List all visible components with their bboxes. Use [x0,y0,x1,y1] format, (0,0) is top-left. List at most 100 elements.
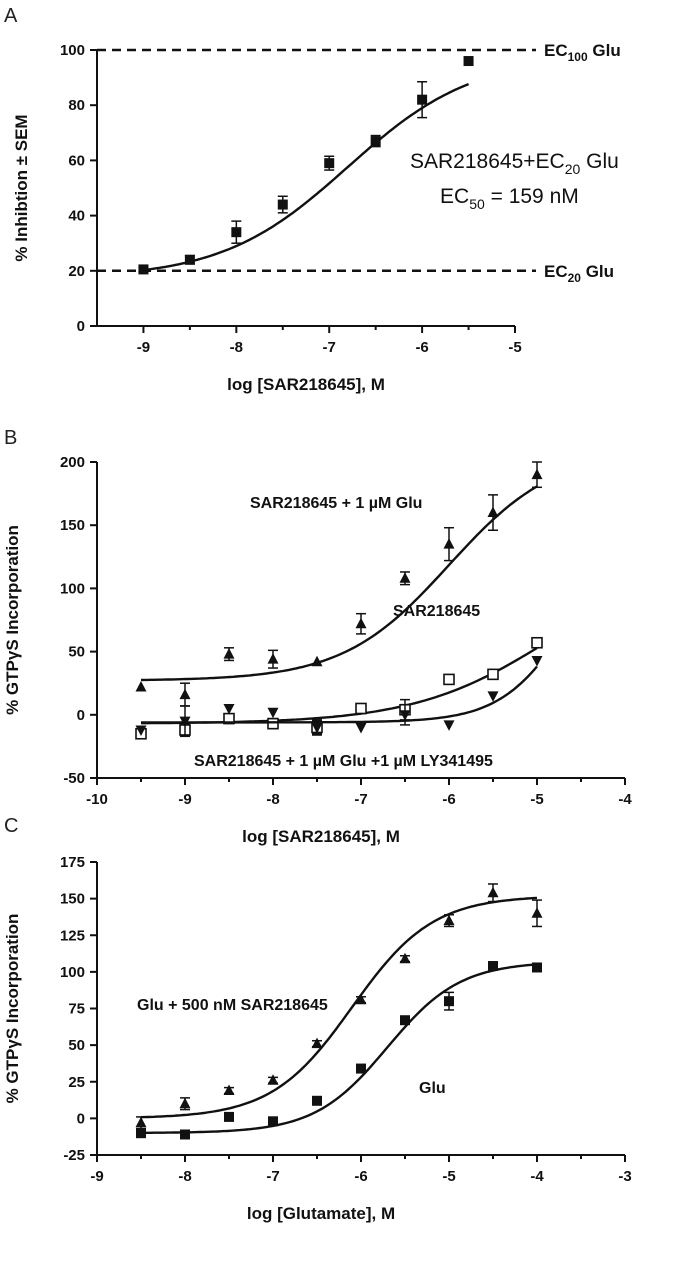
reference-label-main: EC [544,41,568,60]
data-point [311,655,323,667]
x-tick-label: -8 [178,1168,191,1185]
data-point [179,716,191,728]
x-tick-label: -9 [178,791,191,808]
series-label: SAR218645 [393,603,480,620]
y-tick-label: 0 [77,1110,85,1127]
data-point [531,655,543,667]
panel-c: C -25 0 25 50 75 100 125 150 175 -9 -8 -7 -6 -5 -4 -3 log… [3,815,632,1223]
y-tick-label: 25 [68,1074,85,1091]
data-point [136,1128,146,1139]
x-tick-label: -5 [442,1168,455,1185]
annotation-line-2: EC50 = 159 nM [440,185,579,212]
y-tick-label: 0 [77,318,85,335]
data-point [135,1116,147,1128]
x-tick-label: -10 [86,791,108,808]
y-tick-label: 60 [68,152,85,169]
fit-curve [143,82,470,272]
y-tick-label: 150 [60,891,85,908]
data-point [399,572,411,583]
y-tick-label: 50 [68,1037,85,1054]
x-tick-label: -4 [530,1168,544,1185]
data-point [417,94,428,105]
series-2 [135,655,543,738]
fit-curve [140,896,538,1119]
data-point [532,962,542,973]
x-tick-label: -9 [90,1168,103,1185]
x-tick-label: -6 [415,339,428,356]
x-axis-title: log [SAR218645], M [227,375,385,394]
fit-curve [141,646,538,725]
y-tick-label: 175 [60,854,85,871]
annotation-part: SAR218645+EC [410,150,565,173]
y-tick-label: -50 [63,770,85,787]
y-tick-label: 100 [60,42,85,59]
data-point [355,702,367,715]
data-point [399,952,411,964]
fit-curve [140,485,538,682]
data-point [487,668,499,681]
y-tick-label: 200 [60,454,85,471]
panel-letter: C [4,815,18,837]
x-tick-label: -6 [354,1168,367,1185]
panel-letter: A [4,5,18,27]
panel-b: B -50 0 50 100 150 200 -10 -9 -8 -7 -6 -5 -4 log [SAR2… [3,427,632,846]
series-0 [138,56,474,275]
data-point [531,468,543,480]
x-tick-label: -5 [508,339,521,356]
y-axis-title: % Inhibtion ± SEM [12,114,31,261]
data-point [531,907,543,918]
y-tick-label: 125 [60,927,85,944]
x-tick-label: -8 [230,339,243,356]
data-point [311,1037,323,1049]
data-point [180,1129,190,1140]
reference-label-sub: 20 [568,271,582,285]
series-1 [136,961,542,1140]
annotation-sub: 50 [469,196,485,212]
data-point [267,1074,279,1085]
data-point [443,720,455,731]
data-point [231,227,242,238]
y-axis-title: % GTPγS Incorporation [3,914,22,1104]
data-point [179,688,191,700]
data-point [223,648,235,659]
data-point [443,538,455,549]
y-tick-label: 100 [60,964,85,981]
data-point [267,653,279,664]
x-tick-label: -3 [618,1168,631,1185]
data-point [531,636,543,649]
reference-label: EC20 Glu [544,262,614,285]
data-point [443,914,455,926]
y-tick-label: 20 [68,263,85,280]
data-point [488,961,498,972]
annotation-line-1: SAR218645+EC20 Glu [410,150,619,177]
x-tick-label: -7 [323,339,336,356]
data-point [487,886,499,898]
data-point [223,1084,235,1096]
data-point [487,691,499,702]
annotation-part: EC [440,185,469,208]
reference-label: EC100 Glu [544,41,621,64]
data-point [267,707,279,719]
data-point [312,1095,322,1106]
y-tick-label: 40 [68,208,85,225]
data-point [356,1063,366,1074]
y-tick-label: 75 [68,1001,85,1018]
annotation-part: Glu [580,150,619,173]
data-point [138,264,149,275]
series-0 [135,461,543,707]
reference-label-suffix: Glu [581,262,614,281]
x-axis-title: log [SAR218645], M [242,827,400,846]
data-point [224,1111,234,1122]
reference-label-suffix: Glu [588,41,621,60]
data-point [399,710,411,721]
series-label: Glu + 500 nM SAR218645 [137,997,328,1014]
data-point [277,199,288,210]
data-point [135,680,147,692]
fit-curve [141,963,538,1134]
data-point [184,254,195,265]
data-point [311,722,323,734]
reference-label-sub: 100 [568,50,588,64]
data-point [179,1097,191,1109]
x-tick-label: -7 [354,791,367,808]
